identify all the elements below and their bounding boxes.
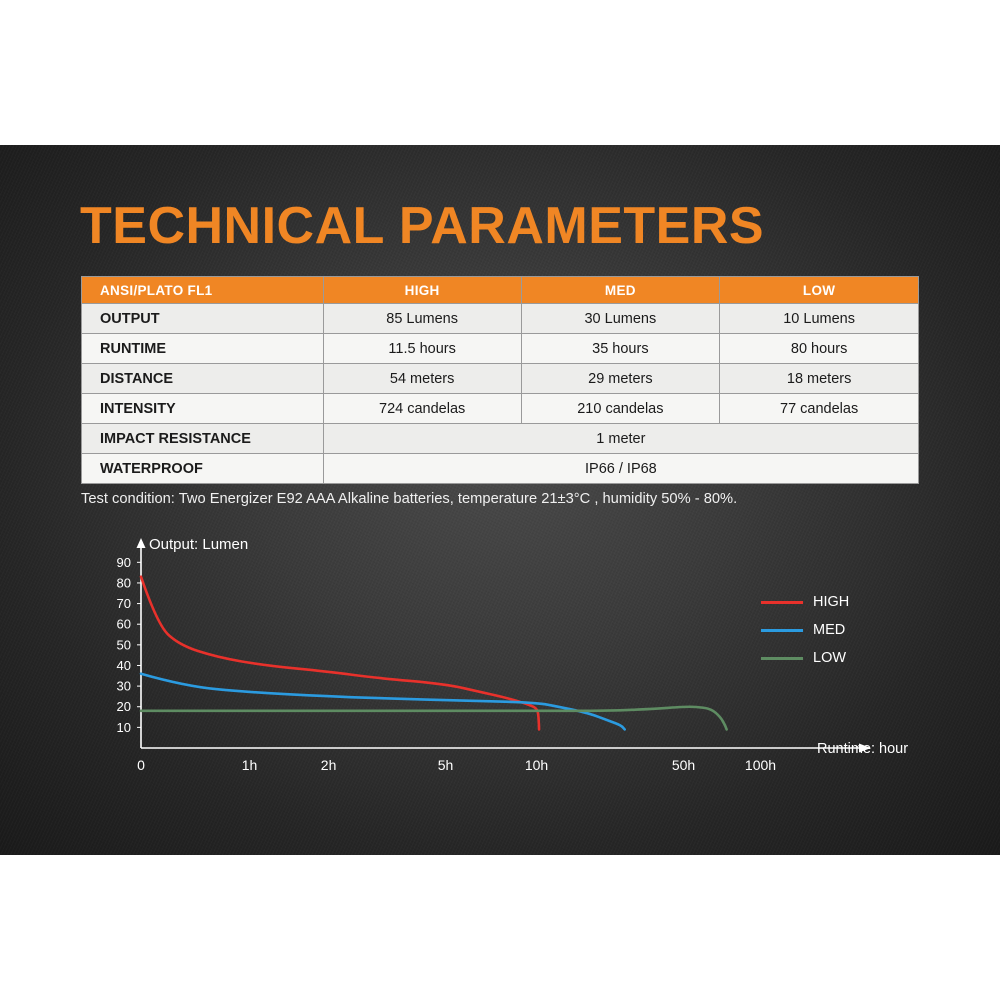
page-title: TECHNICAL PARAMETERS: [80, 197, 765, 255]
row-label: DISTANCE: [81, 363, 324, 394]
runtime-chart: Output: Lumen 90 80 70 60 50 40 30 20 10 0 1h 2h 5h…: [81, 530, 921, 790]
table-row: OUTPUT 85 Lumens 30 Lumens 10 Lumens: [81, 303, 919, 334]
x-tick-label: 1h: [242, 757, 258, 773]
table-header-cell: HIGH: [322, 276, 522, 304]
chart-x-axis-title: Runtime: hour: [817, 741, 909, 757]
y-tick-label: 40: [117, 658, 131, 673]
chart-legend: HIGH MED LOW: [761, 588, 911, 672]
legend-label-med: MED: [813, 622, 846, 638]
row-label: WATERPROOF: [81, 453, 324, 484]
row-value: 35 hours: [520, 333, 721, 364]
spec-table: ANSI/PLATO FL1 HIGH MED LOW OUTPUT 85 Lu…: [81, 276, 920, 484]
row-value: 77 candelas: [719, 393, 919, 424]
x-tick-label: 100h: [745, 757, 776, 773]
table-header-cell: MED: [520, 276, 721, 304]
table-row: RUNTIME 11.5 hours 35 hours 80 hours: [81, 333, 919, 364]
y-tick-label: 50: [117, 637, 131, 652]
x-axis-arrow: [859, 743, 871, 753]
row-value: 80 hours: [719, 333, 919, 364]
row-value: 30 Lumens: [520, 303, 721, 334]
row-value: 210 candelas: [520, 393, 721, 424]
x-tick-label: 5h: [438, 757, 454, 773]
row-value: 18 meters: [719, 363, 919, 394]
panel-content: TECHNICAL PARAMETERS ANSI/PLATO FL1 HIGH…: [0, 145, 1000, 855]
legend-swatch-low: [761, 656, 803, 660]
x-tick-label: 2h: [321, 757, 337, 773]
table-header-cell: LOW: [719, 276, 919, 304]
test-condition-note: Test condition: Two Energizer E92 AAA Al…: [81, 491, 738, 507]
y-tick-label: 10: [117, 720, 131, 735]
legend-swatch-med: [761, 628, 803, 632]
x-tick-label: 0: [137, 757, 145, 773]
row-value: 11.5 hours: [322, 333, 522, 364]
chart-series-group: [139, 575, 728, 731]
table-header-cell: ANSI/PLATO FL1: [81, 276, 324, 304]
y-tick-label: 60: [117, 617, 131, 632]
table-row: INTENSITY 724 candelas 210 candelas 77 c…: [81, 393, 919, 424]
y-axis-ticks: 90 80 70 60 50 40 30 20 10: [117, 555, 141, 735]
row-label: INTENSITY: [81, 393, 324, 424]
legend-label-low: LOW: [813, 650, 847, 666]
legend-item-med: MED: [761, 616, 911, 644]
table-header-row: ANSI/PLATO FL1 HIGH MED LOW: [81, 276, 919, 304]
table-row: DISTANCE 54 meters 29 meters 18 meters: [81, 363, 919, 394]
legend-item-low: LOW: [761, 644, 911, 672]
chart-y-axis-title: Output: Lumen: [149, 536, 249, 553]
x-tick-label: 50h: [672, 757, 695, 773]
legend-item-high: HIGH: [761, 588, 911, 616]
y-tick-label: 30: [117, 679, 131, 694]
row-value: 29 meters: [520, 363, 721, 394]
row-label: IMPACT RESISTANCE: [81, 423, 324, 454]
y-tick-label: 70: [117, 596, 131, 611]
row-label: RUNTIME: [81, 333, 324, 364]
row-value: 10 Lumens: [719, 303, 919, 334]
y-tick-label: 80: [117, 575, 131, 590]
legend-label-high: HIGH: [813, 594, 850, 610]
row-value-merged: 1 meter: [322, 423, 920, 454]
row-value: 85 Lumens: [322, 303, 522, 334]
series-line-high: [139, 575, 541, 731]
table-row: WATERPROOF IP66 / IP68: [81, 453, 920, 484]
table-row: IMPACT RESISTANCE 1 meter: [81, 423, 920, 454]
x-tick-label: 10h: [525, 757, 548, 773]
legend-swatch-high: [761, 600, 803, 604]
chart-canvas: 90 80 70 60 50 40 30 20 10 0 1h 2h 5h 10h 50h 100h: [117, 538, 871, 773]
series-line-low: [139, 705, 728, 731]
y-axis-arrow: [136, 538, 146, 548]
dark-panel: TECHNICAL PARAMETERS ANSI/PLATO FL1 HIGH…: [0, 145, 1000, 855]
series-line-med: [139, 672, 626, 731]
row-value: 54 meters: [322, 363, 522, 394]
y-tick-label: 20: [117, 699, 131, 714]
row-value: 724 candelas: [322, 393, 522, 424]
y-tick-label: 90: [117, 555, 131, 570]
x-axis-ticks: 0 1h 2h 5h 10h 50h 100h: [137, 757, 776, 773]
row-label: OUTPUT: [81, 303, 324, 334]
row-value-merged: IP66 / IP68: [322, 453, 920, 484]
